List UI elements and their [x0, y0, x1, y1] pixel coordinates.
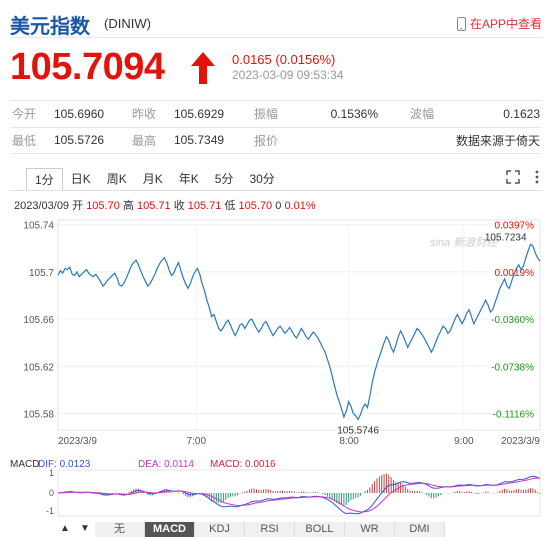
stat-label: 昨收: [130, 101, 172, 128]
plot-frame: [57, 219, 541, 431]
open-in-app-label: 在APP中查看: [469, 17, 542, 31]
macd-y-tick: 1: [49, 468, 54, 478]
stat-value: 105.5726: [52, 127, 130, 154]
pct-tick-label: -0.1116%: [493, 409, 534, 420]
tab-divider: [10, 190, 542, 191]
macd-y-tick: 0: [49, 488, 54, 498]
phone-icon: [456, 16, 466, 31]
tab-weekly-k[interactable]: 周K: [106, 172, 127, 186]
up-arrow-icon: [191, 52, 215, 84]
price-change: 0.0165 (0.0156%): [232, 52, 336, 67]
open-in-app-link[interactable]: 在APP中查看: [456, 15, 542, 32]
pct-tick-label: -0.0360%: [491, 315, 534, 326]
price-line: [57, 243, 541, 421]
stat-label: 最高: [130, 127, 172, 154]
stat-value: [294, 127, 408, 154]
y-tick-label: 105.66: [23, 315, 54, 326]
quote-row: 105.7094 0.0165 (0.0156%) 2023-03-09 09:…: [10, 46, 542, 92]
macd-dea-label: DEA: 0.0114: [138, 459, 194, 470]
tab-monthly-k[interactable]: 月K: [142, 172, 163, 186]
watermark: sina 新浪财经: [430, 236, 498, 249]
x-tick-label: 2023/3/9: [58, 436, 97, 447]
page-title: 美元指数: [10, 16, 90, 38]
ohlc-low-label: 低: [224, 200, 236, 212]
ohlc-date: 2023/03/09: [14, 200, 70, 212]
more-options-icon[interactable]: [534, 170, 540, 184]
tab-daily-k[interactable]: 日K: [70, 172, 91, 186]
indicator-dmi[interactable]: DMI: [395, 522, 445, 537]
pct-tick-label: 0.0397%: [495, 221, 535, 232]
x-tick-label: 2023/3/9: [501, 436, 540, 447]
stats-row: 今开 105.6960 昨收 105.6929 振幅 0.1536% 波幅 0.…: [10, 101, 542, 128]
ohlc-high: 105.71: [136, 200, 171, 212]
stat-value: 0.1623: [450, 101, 542, 128]
x-tick-label: 8:00: [339, 436, 359, 447]
macd-value-label: MACD: 0.0016: [210, 459, 276, 470]
stat-label: 报价: [252, 127, 294, 154]
max-annotation: 105.7234: [485, 232, 527, 243]
indicator-wr[interactable]: WR: [345, 522, 395, 537]
indicator-none[interactable]: 无: [95, 522, 145, 537]
tab-1min[interactable]: 1分: [26, 168, 63, 190]
indicator-boll[interactable]: BOLL: [295, 522, 345, 537]
macd-dif-label: DIF: 0.0123: [38, 459, 91, 470]
scroll-buttons: ▲ ▼: [58, 522, 92, 536]
ohlc-volume: 0: [275, 200, 282, 212]
y-tick-label: 105.62: [23, 362, 54, 373]
ohlc-readout: 2023/03/09 开 105.70 高 105.71 收 105.71 低 …: [14, 197, 316, 213]
stat-value: 105.6929: [172, 101, 252, 128]
last-price: 105.7094: [10, 46, 165, 88]
chart-tools: [506, 170, 540, 184]
scroll-down-button[interactable]: ▼: [80, 523, 90, 534]
scroll-up-button[interactable]: ▲: [60, 523, 70, 534]
ohlc-open-label: 开: [72, 200, 84, 212]
macd-dea-line: [57, 477, 541, 513]
price-chart[interactable]: 105.74 0.0397%105.7 0.0019%105.66 -0.0360%1…: [10, 212, 542, 462]
quote-time: 2023-03-09 09:53:34: [232, 68, 344, 82]
ohlc-low: 105.70: [238, 200, 273, 212]
x-tick-label: 7:00: [187, 436, 207, 447]
indicator-kdj[interactable]: KDJ: [195, 522, 245, 537]
ohlc-pct: 0.01%: [284, 200, 316, 212]
macd-y-tick: -1: [46, 506, 54, 516]
tab-yearly-k[interactable]: 年K: [178, 172, 199, 186]
stat-value: 105.6960: [52, 101, 130, 128]
page-header: 美元指数 (DINIW) 在APP中查看: [10, 8, 542, 38]
ohlc-close-label: 收: [173, 200, 185, 212]
y-tick-label: 105.74: [23, 221, 54, 232]
macd-dif-line: [57, 475, 541, 515]
symbol-code: (DINIW): [104, 16, 151, 31]
y-tick-label: 105.7: [29, 268, 54, 279]
macd-label: MACD: [10, 459, 39, 470]
pct-tick-label: -0.0738%: [491, 362, 534, 373]
min-annotation: 105.5746: [337, 425, 379, 436]
stat-label: 最低: [10, 127, 52, 154]
indicator-rsi[interactable]: RSI: [245, 522, 295, 537]
x-tick-label: 9:00: [454, 436, 474, 447]
stat-label: 今开: [10, 101, 52, 128]
tab-5min[interactable]: 5分: [214, 172, 234, 186]
stats-row: 最低 105.5726 最高 105.7349 报价 数据来源于倚天: [10, 127, 542, 154]
stat-label: 波幅: [408, 101, 450, 128]
fullscreen-icon[interactable]: [506, 170, 520, 184]
stat-label: 振幅: [252, 101, 294, 128]
indicator-tabs: 无 MACD KDJ RSI BOLL WR DMI: [95, 522, 445, 537]
ohlc-high-label: 高: [122, 200, 134, 212]
y-tick-label: 105.58: [23, 409, 54, 420]
ohlc-close: 105.71: [187, 200, 222, 212]
data-source-note: 数据来源于倚天: [450, 127, 542, 154]
stats-table: 今开 105.6960 昨收 105.6929 振幅 0.1536% 波幅 0.…: [10, 100, 542, 154]
tab-30min[interactable]: 30分: [249, 172, 275, 186]
ohlc-open: 105.70: [86, 200, 120, 212]
stat-value: 0.1536%: [294, 101, 408, 128]
stat-label: [408, 127, 450, 154]
stat-value: 105.7349: [172, 127, 252, 154]
indicator-macd[interactable]: MACD: [145, 522, 195, 537]
period-tabs: 1分 日K 周K 月K 年K 5分 30分: [26, 168, 283, 190]
